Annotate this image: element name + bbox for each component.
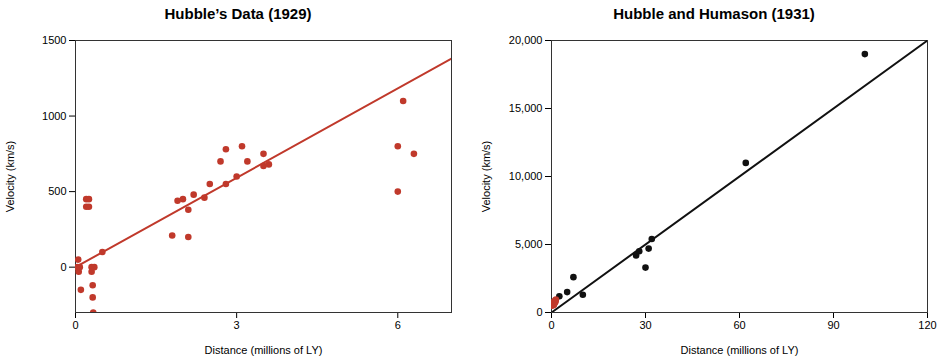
html-text:Hubble and Humason (1931): Hubble and Humason (1931)	[613, 5, 815, 22]
html-text:Hubble’s Data (1929): Hubble’s Data (1929)	[164, 5, 312, 22]
svg-text:1000: 1000	[42, 110, 66, 122]
svg-text:Velocity (km/s): Velocity (km/s)	[480, 141, 492, 213]
svg-text:6: 6	[395, 319, 401, 331]
svg-text:3: 3	[234, 319, 240, 331]
svg-text:Distance (millions of LY): Distance (millions of LY)	[681, 344, 799, 356]
svg-text:60: 60	[733, 319, 745, 331]
svg-text:120: 120	[918, 319, 936, 331]
svg-text:10,000: 10,000	[509, 170, 543, 182]
svg-text:5,000: 5,000	[515, 238, 543, 250]
svg-text:30: 30	[639, 319, 651, 331]
svg-text:0: 0	[72, 319, 78, 331]
svg-text:Distance (millions of LY): Distance (millions of LY)	[205, 344, 323, 356]
svg-text:500: 500	[48, 185, 66, 197]
svg-text:0: 0	[60, 261, 66, 273]
svg-text:15,000: 15,000	[509, 102, 543, 114]
svg-text:0: 0	[548, 319, 554, 331]
svg-text:90: 90	[827, 319, 839, 331]
svg-text:20,000: 20,000	[509, 34, 543, 46]
svg-text:1500: 1500	[42, 34, 66, 46]
svg-text:0: 0	[536, 306, 542, 318]
svg-text:Velocity (km/s): Velocity (km/s)	[4, 141, 16, 213]
